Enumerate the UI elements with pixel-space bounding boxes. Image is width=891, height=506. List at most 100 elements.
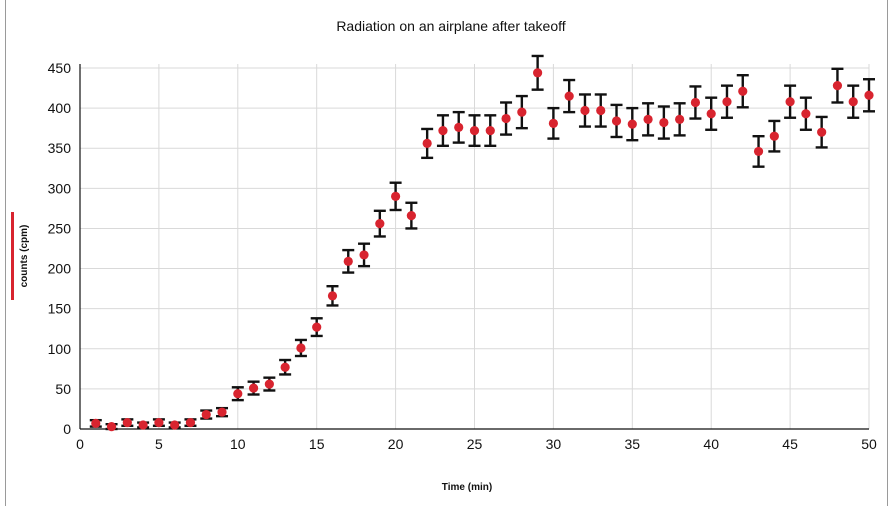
- y-tick-label: 250: [48, 220, 72, 236]
- x-tick-label: 5: [155, 436, 163, 452]
- data-point: [689, 85, 702, 120]
- data-marker: [517, 107, 527, 117]
- data-point: [815, 115, 828, 149]
- data-marker: [864, 90, 874, 100]
- frame-left-border: [5, 0, 6, 506]
- data-marker: [643, 114, 653, 124]
- data-point: [768, 119, 781, 153]
- data-marker: [185, 417, 196, 428]
- data-marker: [91, 418, 101, 428]
- data-point: [736, 74, 749, 109]
- data-point: [563, 78, 576, 114]
- y-tick-label: 100: [48, 341, 72, 357]
- data-point: [531, 54, 544, 91]
- data-marker: [217, 407, 227, 417]
- x-axis-label: Time (min): [442, 482, 492, 493]
- data-point: [436, 114, 449, 148]
- data-point: [121, 417, 134, 428]
- data-marker: [580, 105, 590, 116]
- data-point: [231, 386, 244, 402]
- data-marker: [312, 322, 322, 332]
- data-marker: [817, 127, 827, 137]
- data-marker: [406, 211, 416, 221]
- data-point: [216, 406, 229, 418]
- data-marker: [832, 81, 843, 91]
- y-tick-label: 300: [48, 180, 72, 196]
- data-marker: [170, 420, 180, 430]
- data-point: [310, 317, 323, 338]
- data-point: [200, 409, 213, 420]
- data-marker: [485, 125, 495, 136]
- data-point: [279, 358, 292, 376]
- data-marker: [422, 138, 432, 149]
- data-marker: [327, 291, 338, 301]
- data-marker: [438, 125, 448, 136]
- x-tick-label: 45: [782, 436, 798, 452]
- data-marker: [659, 117, 669, 128]
- data-point: [515, 94, 528, 130]
- data-marker: [611, 116, 622, 126]
- data-marker: [501, 113, 511, 124]
- data-point: [642, 102, 655, 137]
- data-marker: [264, 379, 274, 389]
- data-marker: [280, 362, 290, 372]
- x-tick-label: 35: [625, 436, 641, 452]
- data-point: [184, 417, 197, 428]
- y-tick-label: 50: [55, 381, 71, 397]
- data-point: [863, 78, 875, 113]
- data-point: [752, 134, 765, 168]
- data-marker: [785, 97, 795, 107]
- data-point: [720, 84, 733, 119]
- data-marker: [548, 118, 559, 128]
- data-point: [578, 93, 591, 128]
- axes: [79, 64, 869, 430]
- data-marker: [627, 119, 637, 129]
- x-tick-label: 50: [861, 436, 877, 452]
- data-marker: [753, 146, 764, 157]
- data-marker: [391, 191, 401, 201]
- data-point: [89, 418, 102, 428]
- data-point: [452, 110, 465, 144]
- data-marker: [138, 420, 148, 430]
- x-tick-label: 15: [309, 436, 325, 452]
- data-point: [468, 114, 481, 148]
- data-point: [594, 93, 607, 128]
- data-point: [263, 376, 276, 392]
- data-marker: [454, 122, 464, 132]
- data-point: [657, 105, 670, 140]
- data-marker: [564, 91, 574, 101]
- data-marker: [233, 389, 243, 399]
- data-point: [342, 248, 355, 274]
- data-point: [405, 201, 418, 230]
- data-point: [831, 67, 844, 104]
- data-marker: [690, 97, 701, 108]
- y-tick-labels: 0 50 100 150 200 250 300 350 400 450: [48, 60, 72, 437]
- x-tick-label: 30: [546, 436, 562, 452]
- data-marker: [848, 97, 858, 107]
- data-point: [152, 417, 165, 428]
- y-tick-label: 150: [48, 301, 72, 317]
- data-marker: [359, 250, 369, 260]
- data-point: [137, 420, 150, 430]
- data-point: [610, 103, 623, 139]
- x-tick-label: 25: [467, 436, 483, 452]
- data-marker: [738, 86, 748, 96]
- data-point: [500, 101, 513, 136]
- data-points: [89, 54, 875, 432]
- x-tick-label: 0: [76, 436, 84, 452]
- data-point: [484, 114, 497, 148]
- data-point: [358, 242, 371, 268]
- data-marker: [343, 256, 353, 266]
- y-tick-label: 450: [48, 60, 72, 76]
- frame-right-border: [887, 0, 888, 506]
- data-marker: [533, 68, 543, 78]
- data-marker: [469, 125, 480, 136]
- series-color-marker: [11, 212, 14, 300]
- data-point: [247, 380, 260, 396]
- data-point: [421, 127, 434, 160]
- data-point: [294, 338, 307, 358]
- x-tick-labels: 0 5 10 15 20 25 30 35 40 45 50: [76, 436, 877, 452]
- data-point: [673, 102, 686, 137]
